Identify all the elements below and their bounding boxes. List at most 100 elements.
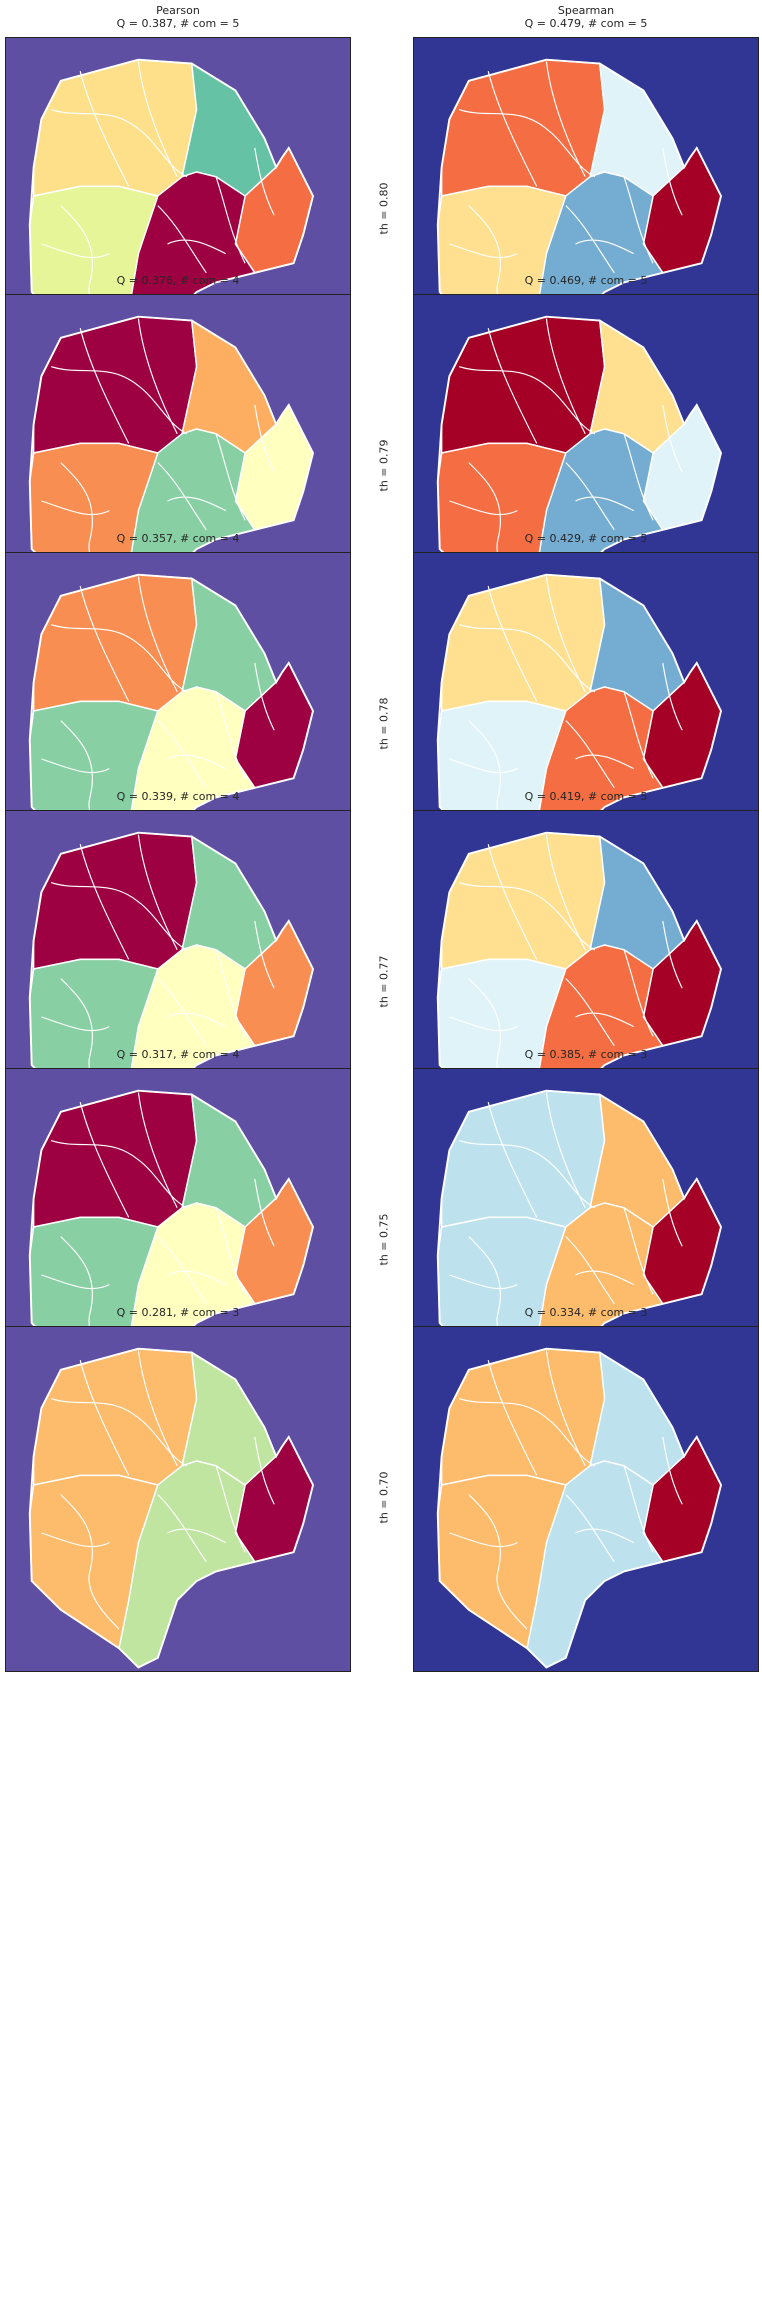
parcel-boundary	[254, 147, 275, 216]
parcel-boundary	[137, 1092, 178, 1209]
parcel-boundary	[623, 176, 654, 264]
parcel-boundary	[449, 1274, 518, 1290]
parcel-boundary	[662, 404, 683, 473]
parcel-boundary	[662, 1178, 683, 1247]
parcel-boundary	[157, 1494, 207, 1563]
parcel-boundary	[449, 758, 518, 774]
brain-outline	[436, 1347, 723, 1669]
parcel-boundary	[157, 720, 207, 789]
parcel-boundary	[79, 71, 130, 187]
parcel-boundary	[545, 61, 586, 178]
brain-outline	[28, 1347, 315, 1669]
community-map-svg	[414, 1327, 758, 1671]
parcel-boundary	[254, 920, 275, 989]
parcel-boundary	[449, 500, 518, 516]
parcel-boundary	[167, 1012, 226, 1028]
parcel-boundary	[215, 433, 246, 521]
parcel-boundary	[449, 1016, 518, 1032]
parcel-boundary	[575, 1528, 634, 1544]
parcel-boundary	[167, 496, 226, 512]
threshold-label: th = 0.75	[377, 1213, 391, 1266]
parcel-boundary	[215, 691, 246, 779]
community-map-svg	[6, 1327, 350, 1671]
parcel-boundary	[137, 61, 178, 178]
parcel-boundary	[565, 978, 615, 1047]
parcel-boundary	[565, 720, 615, 789]
parcel-boundary	[41, 1274, 110, 1290]
parcel-boundary	[662, 1436, 683, 1505]
parcel-boundary	[137, 318, 178, 435]
parcel-boundary	[41, 1532, 110, 1548]
parcel-boundary	[79, 328, 130, 444]
parcel-boundary	[137, 576, 178, 693]
parcel-boundary	[575, 239, 634, 255]
parcel-boundary	[487, 1102, 538, 1218]
parcel-boundary	[41, 758, 110, 774]
parcel-boundary	[487, 586, 538, 702]
parcel-boundary	[545, 318, 586, 435]
parcel-boundary	[623, 949, 654, 1037]
threshold-label: th = 0.80	[377, 182, 391, 235]
parcel-boundary	[449, 1532, 518, 1548]
parcel-boundary	[623, 1207, 654, 1295]
parcel-boundary	[254, 1436, 275, 1505]
parcel-boundary	[662, 662, 683, 731]
parcel-boundary	[662, 920, 683, 989]
parcel-boundary	[623, 433, 654, 521]
spearman-panel-title: Q = 0.419, # com = 5	[524, 790, 648, 803]
parcel-boundary	[575, 1012, 634, 1028]
column-title-spearman: Spearman	[557, 4, 615, 17]
parcel-boundary	[623, 1465, 654, 1553]
pearson-panel-title: Q = 0.357, # com = 4	[116, 532, 240, 545]
parcel-boundary	[167, 1528, 226, 1544]
parcel-boundary	[487, 328, 538, 444]
pearson-panel-title: Q = 0.317, # com = 4	[116, 1048, 240, 1061]
spearman-panel-title: Q = 0.385, # com = 3	[524, 1048, 648, 1061]
threshold-label: th = 0.78	[377, 697, 391, 750]
parcel-boundary	[137, 1350, 178, 1467]
threshold-label: th = 0.77	[377, 955, 391, 1008]
parcel-boundary	[565, 1494, 615, 1563]
parcel-boundary	[545, 1092, 586, 1209]
parcel-boundary	[545, 576, 586, 693]
pearson-panel-title: Q = 0.387, # com = 5	[116, 17, 240, 30]
parcel-boundary	[575, 754, 634, 770]
parcel-boundary	[60, 1494, 120, 1630]
parcel-boundary	[41, 500, 110, 516]
parcel-boundary	[215, 1465, 246, 1553]
parcel-boundary	[487, 71, 538, 187]
spearman-community-map	[413, 1326, 759, 1672]
parcel-boundary	[157, 978, 207, 1047]
parcel-boundary	[157, 205, 207, 274]
parcel-boundary	[662, 147, 683, 216]
threshold-label: th = 0.79	[377, 439, 391, 492]
pearson-panel-title: Q = 0.281, # com = 3	[116, 1306, 240, 1319]
parcel-boundary	[79, 586, 130, 702]
column-title-pearson: Pearson	[156, 4, 200, 17]
parcel-boundary	[575, 1270, 634, 1286]
parcel-boundary	[167, 1270, 226, 1286]
parcel-boundary	[79, 1360, 130, 1476]
parcel-boundary	[254, 404, 275, 473]
parcel-boundary	[157, 462, 207, 531]
parcel-boundary	[449, 243, 518, 259]
parcel-boundary	[545, 1350, 586, 1467]
parcel-boundary	[79, 1102, 130, 1218]
parcel-boundary	[565, 1236, 615, 1305]
spearman-panel-title: Q = 0.469, # com = 5	[524, 274, 648, 287]
parcel-boundary	[167, 239, 226, 255]
spearman-panel-title: Q = 0.429, # com = 5	[524, 532, 648, 545]
parcel-boundary	[468, 1494, 528, 1630]
parcel-boundary	[487, 844, 538, 960]
parcel-boundary	[565, 205, 615, 274]
spearman-panel-title: Q = 0.334, # com = 3	[524, 1306, 648, 1319]
parcel-boundary	[565, 462, 615, 531]
parcel-boundary	[157, 1236, 207, 1305]
parcel-boundary	[41, 1016, 110, 1032]
parcel-boundary	[623, 691, 654, 779]
parcel-boundary	[254, 662, 275, 731]
parcel-boundary	[215, 1207, 246, 1295]
pearson-community-map	[5, 1326, 351, 1672]
parcel-boundary	[137, 834, 178, 951]
pearson-panel-title: Q = 0.376, # com = 4	[116, 274, 240, 287]
